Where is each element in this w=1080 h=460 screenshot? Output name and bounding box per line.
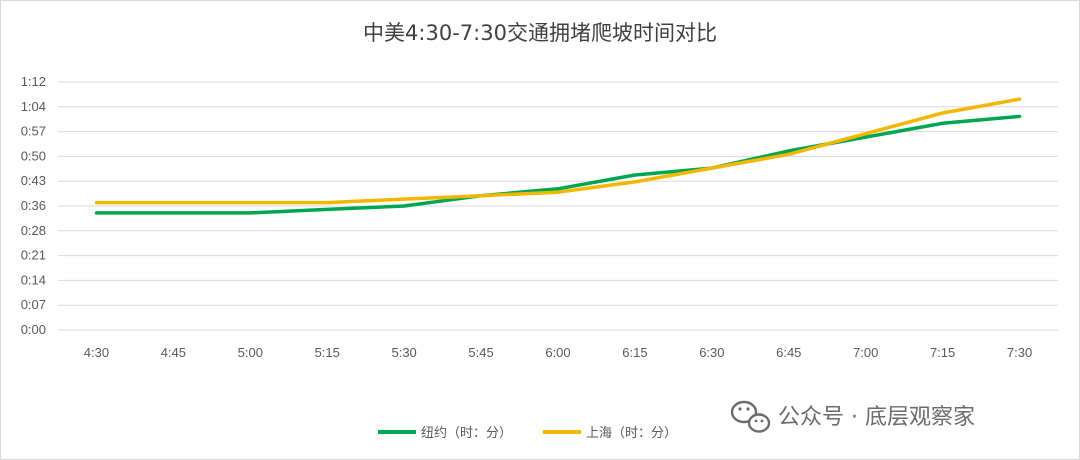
grid-lines <box>58 81 1058 331</box>
y-tick-label: 0:43 <box>21 173 46 188</box>
x-tick-label: 7:15 <box>930 345 955 360</box>
legend-label: 纽约（时：分） <box>421 426 512 441</box>
y-tick-label: 0:21 <box>21 248 46 263</box>
watermark-text: 公众号 · 底层观察家 <box>778 405 975 430</box>
x-tick-label: 4:30 <box>84 345 109 360</box>
series-lines <box>94 97 1022 215</box>
x-tick-label: 5:15 <box>315 345 340 360</box>
x-tick-label: 6:30 <box>699 345 724 360</box>
wechat-icon <box>730 400 771 433</box>
legend-label: 上海（时：分） <box>586 426 677 441</box>
y-tick-label: 1:04 <box>21 99 46 114</box>
y-tick-label: 0:28 <box>21 223 46 238</box>
y-tick-label: 0:00 <box>21 322 46 337</box>
y-tick-label: 0:57 <box>21 124 46 139</box>
x-tick-label: 6:45 <box>776 345 801 360</box>
x-tick-label: 6:00 <box>545 345 570 360</box>
y-tick-label: 0:50 <box>21 148 46 163</box>
y-axis-ticks: 0:00 0:07 0:14 0:21 0:28 0:36 0:43 0:50 0:57 1:04… <box>21 74 46 337</box>
x-axis-ticks: 4:30 4:45 5:00 5:15 5:30 5:45 6:00 6:15 6:30 6:45… <box>84 345 1032 360</box>
x-tick-label: 6:15 <box>622 345 647 360</box>
chart-title: 中美4:30-7:30交通拥堵爬坡时间对比 <box>363 21 717 45</box>
y-tick-label: 1:12 <box>21 74 46 89</box>
y-tick-label: 0:14 <box>21 272 46 287</box>
x-tick-label: 5:30 <box>391 345 416 360</box>
x-tick-label: 7:00 <box>853 345 878 360</box>
legend: 纽约（时：分） 上海（时：分） <box>378 426 677 441</box>
y-tick-label: 0:36 <box>21 198 46 213</box>
x-tick-label: 5:00 <box>238 345 263 360</box>
x-tick-label: 5:45 <box>468 345 493 360</box>
watermark: 公众号 · 底层观察家 <box>730 400 975 433</box>
x-tick-label: 4:45 <box>161 345 186 360</box>
series-line-1 <box>94 97 1022 205</box>
x-tick-label: 7:30 <box>1007 345 1032 360</box>
series-line-0 <box>94 114 1022 215</box>
y-tick-label: 0:07 <box>21 297 46 312</box>
